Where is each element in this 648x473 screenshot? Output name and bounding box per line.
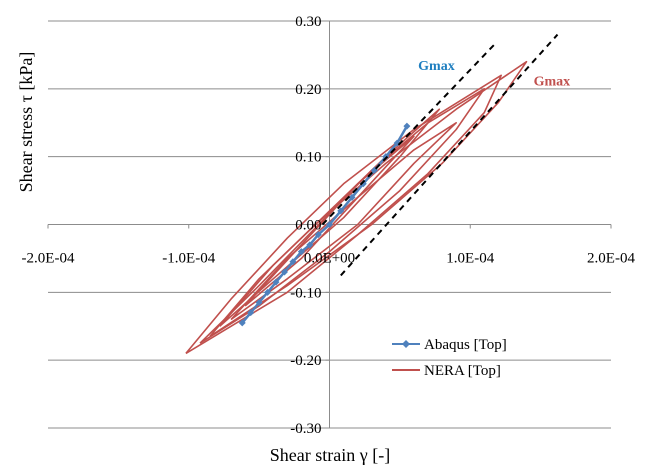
- y-axis-title: Shear stress τ [kPa]: [16, 52, 36, 193]
- y-tick-label: -0.30: [290, 421, 321, 437]
- abaqus-point: [280, 268, 288, 276]
- legend: Abaqus [Top] NERA [Top]: [392, 337, 507, 379]
- gmax-reference-line: [340, 33, 559, 277]
- abaqus-point: [403, 122, 411, 130]
- abaqus-point: [337, 207, 345, 215]
- gmax-reference-line: [321, 44, 495, 226]
- legend-abaqus-marker: [402, 340, 410, 348]
- x-axis-title: Shear strain γ [-]: [270, 445, 390, 465]
- abaqus-point: [264, 288, 272, 296]
- legend-nera-label: NERA [Top]: [424, 363, 501, 379]
- abaqus-point: [306, 241, 314, 249]
- nera-loop: [244, 135, 415, 307]
- abaqus-point: [289, 258, 297, 266]
- y-tick-label: 0.10: [295, 150, 321, 166]
- abaqus-point: [247, 309, 255, 317]
- y-tick-label: 0.30: [295, 14, 321, 30]
- legend-abaqus-label: Abaqus [Top]: [424, 337, 507, 353]
- y-tick-label: 0.20: [295, 82, 321, 98]
- abaqus-series: [238, 122, 411, 327]
- abaqus-point: [297, 248, 305, 256]
- gmax-annotation: Gmax: [534, 74, 571, 89]
- nera-loop: [185, 74, 502, 355]
- x-tick-label: -1.0E-04: [162, 251, 215, 267]
- x-tick-label: 1.0E-04: [446, 251, 494, 267]
- y-tick-label: -0.20: [290, 353, 321, 369]
- x-tick-label: 0.0E+00: [304, 251, 355, 267]
- abaqus-point: [272, 278, 280, 286]
- annotations: Gmax Gmax: [418, 59, 570, 90]
- abaqus-point: [348, 193, 356, 201]
- abaqus-point: [382, 153, 390, 161]
- abaqus-point: [314, 231, 322, 239]
- abaqus-point: [326, 221, 333, 228]
- reference-lines: [321, 33, 559, 277]
- nera-series: [185, 60, 528, 355]
- tick-labels: 0.30 0.20 0.10 0.00 -0.10 -0.20 -0.30 -2.0E-04 -…: [22, 14, 636, 437]
- gmax-annotation: Gmax: [418, 59, 455, 74]
- y-tick-label: -0.10: [290, 285, 321, 301]
- y-tick-label: 0.00: [295, 218, 321, 234]
- abaqus-point: [255, 299, 263, 307]
- x-tick-label: 2.0E-04: [587, 251, 635, 267]
- x-tick-label: -2.0E-04: [22, 251, 75, 267]
- nera-loop: [199, 88, 486, 344]
- abaqus-point: [359, 180, 367, 188]
- nera-loop: [230, 122, 457, 321]
- abaqus-point: [238, 319, 246, 327]
